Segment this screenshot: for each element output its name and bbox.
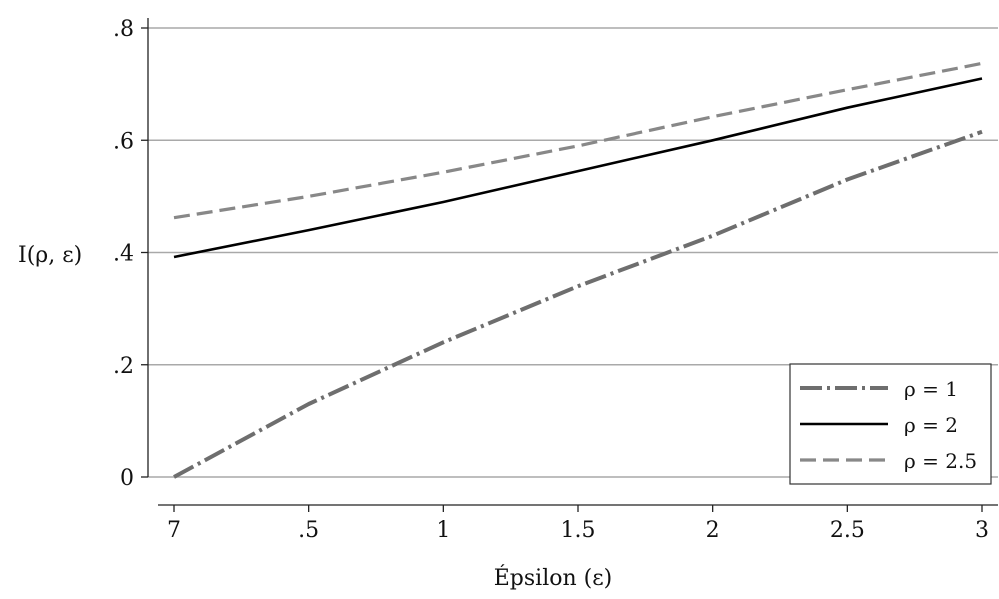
x-axis-title: Épsilon (ε)	[494, 564, 612, 591]
y-axis-title: I(ρ, ε)	[18, 243, 82, 268]
x-tick-label: .5	[298, 518, 319, 543]
y-tick-label: .2	[113, 354, 134, 379]
x-tick-label: 1	[436, 518, 450, 543]
legend-label-0: ρ = 1	[904, 377, 958, 401]
x-tick-label: 2.5	[830, 518, 865, 543]
legend: ρ = 1 ρ = 2 ρ = 2.5	[789, 363, 992, 485]
legend-label-1: ρ = 2	[904, 413, 958, 437]
x-tick-label: 3	[975, 518, 989, 543]
y-tick-label: .6	[113, 129, 134, 154]
y-tick-label: 0	[120, 466, 134, 491]
series-line-0	[173, 129, 983, 479]
series-lines	[173, 61, 983, 479]
legend-box	[789, 363, 992, 485]
tick-labels: 0 .2 .4 .6 .8 7 .5 1 1.5 2 2.5 3	[113, 17, 989, 543]
legend-label-2: ρ = 2.5	[904, 449, 977, 473]
x-tick-label: 2	[706, 518, 720, 543]
series-line-1	[173, 77, 983, 259]
y-tick-label: .8	[113, 17, 134, 42]
x-tick-label: 1.5	[561, 518, 596, 543]
x-tick-label: 7	[167, 518, 181, 543]
y-tick-label: .4	[113, 242, 134, 267]
